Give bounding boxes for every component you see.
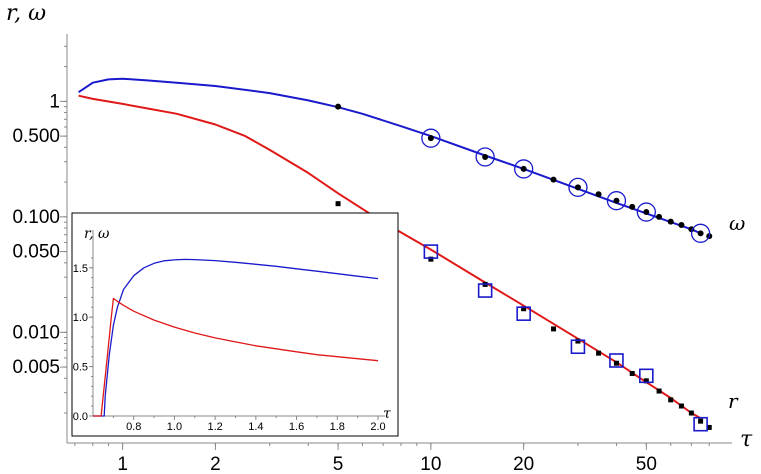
inset-series xyxy=(93,258,379,417)
x-tick-label: 5 xyxy=(333,454,344,474)
main-axes: 1 2 5 10 20 50 1 0.500 0.100 0.050 0.010 0.005 xyxy=(12,34,732,474)
r-data-point xyxy=(596,350,602,356)
r-data-point xyxy=(656,388,662,394)
inset-chart: 0.8 1.0 1.2 1.4 1.6 1.8 2.0 0.0 0.5 1.0 1.5 r, ω τ xyxy=(71,212,399,437)
x-tick-label: 10 xyxy=(420,454,441,474)
r-data-point xyxy=(629,370,635,376)
y-tick-label: 0.050 xyxy=(12,242,60,263)
omega-data-point xyxy=(629,203,636,210)
inset-x-tick-label: 1.0 xyxy=(167,421,182,433)
y-tick-label: 0.005 xyxy=(12,357,60,378)
inset-x-tick-label: 1.8 xyxy=(330,421,345,433)
omega-data-point xyxy=(595,191,602,198)
inset-y-axis-label: r, ω xyxy=(84,226,110,242)
x-tick-label: 50 xyxy=(636,454,657,474)
r-data-point xyxy=(428,256,434,262)
r-square-marker xyxy=(609,353,624,368)
r-square-marker xyxy=(639,368,654,384)
inset-x-tick-label: 0.8 xyxy=(126,421,141,433)
y-tick-label: 0.500 xyxy=(12,126,60,147)
inset-series-line-r xyxy=(93,297,379,417)
r-data-point xyxy=(668,397,674,403)
r-data-point xyxy=(551,326,557,332)
omega-data-point xyxy=(678,221,685,228)
x-tick-label: 2 xyxy=(210,454,221,474)
inset-x-tick-label: 1.6 xyxy=(289,421,304,433)
series-line-r xyxy=(78,94,702,420)
r-square-marker xyxy=(477,283,493,298)
inset-y-tick-label: 1.0 xyxy=(73,312,88,324)
r-series-label: r xyxy=(728,389,739,413)
omega-data-point xyxy=(643,209,650,216)
r-data-point xyxy=(706,424,712,430)
omega-circle-marker xyxy=(514,159,534,179)
r-data-point xyxy=(613,360,619,366)
r-data-point xyxy=(575,338,581,344)
omega-circle-marker xyxy=(475,147,495,167)
x-tick-label: 1 xyxy=(117,454,128,474)
y-tick-label: 0.010 xyxy=(12,322,60,343)
omega-data-point xyxy=(574,184,581,191)
omega-data-point xyxy=(697,230,704,237)
y-axis-label: r, ω xyxy=(6,1,46,26)
r-data-point xyxy=(335,201,341,207)
inset-y-tick-label: 0.0 xyxy=(73,411,88,423)
inset-series-line-ω xyxy=(93,258,379,417)
omega-circle-marker xyxy=(421,128,441,148)
r-data-point xyxy=(521,306,527,312)
omega-circle-marker xyxy=(690,223,711,243)
r-square-marker xyxy=(693,416,708,432)
inset-axes: 0.8 1.0 1.2 1.4 1.6 1.8 2.0 0.0 0.5 1.0 1.5 xyxy=(73,230,386,433)
omega-data-point xyxy=(482,153,489,160)
r-data-point xyxy=(688,410,694,416)
omega-circle-marker xyxy=(636,202,656,222)
r-data-point xyxy=(678,403,684,409)
inset-frame xyxy=(71,212,399,437)
omega-circle-marker xyxy=(606,191,627,211)
inset-x-tick-label: 1.2 xyxy=(207,421,222,433)
x-axis-label: τ xyxy=(740,427,753,452)
omega-data-point xyxy=(520,165,527,172)
r-square-marker xyxy=(570,339,586,355)
x-tick-label: 20 xyxy=(513,454,534,474)
omega-data-point xyxy=(656,213,663,220)
omega-data-point xyxy=(335,103,342,110)
omega-data-point xyxy=(550,176,557,183)
y-tick-label: 0.100 xyxy=(12,207,60,228)
omega-series-label: ω xyxy=(729,211,745,235)
inset-x-axis-label: τ xyxy=(383,406,391,422)
y-tick-label: 1 xyxy=(49,91,60,112)
omega-data-point xyxy=(427,135,434,142)
r-square-marker xyxy=(516,306,531,321)
r-data-point xyxy=(643,378,649,384)
r-square-marker xyxy=(423,244,439,259)
omega-circle-marker xyxy=(568,177,588,198)
main-series xyxy=(78,77,702,420)
r-data-point xyxy=(698,418,704,424)
inset-x-tick-label: 1.4 xyxy=(248,421,263,433)
inset-y-tick-label: 0.5 xyxy=(73,362,88,374)
main-markers xyxy=(335,103,713,432)
series-line-ω xyxy=(78,77,701,235)
omega-data-point xyxy=(613,197,620,204)
omega-data-point xyxy=(667,218,674,225)
inset-x-tick-label: 2.0 xyxy=(370,421,385,433)
inset-y-tick-label: 1.5 xyxy=(73,263,88,275)
